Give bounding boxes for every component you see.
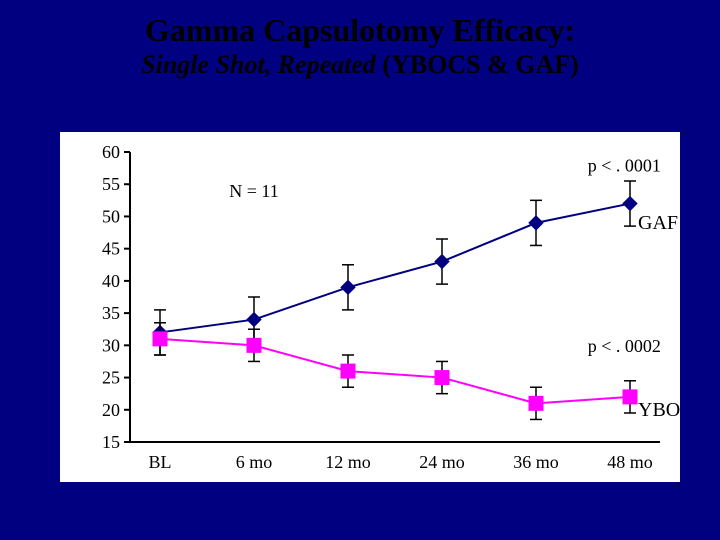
series-line-ybocs bbox=[160, 339, 630, 403]
chart-area: 15 20 25 30 35 40 45 50 55 60 BL 6 mo 12 mo 24 mo 36 m… bbox=[60, 132, 680, 482]
series-label-gaf: GAF bbox=[638, 212, 678, 234]
pvalue-ybocs: p < . 0002 bbox=[588, 336, 661, 356]
title-line-2-paren: (YBOCS & GAF) bbox=[382, 50, 578, 79]
series-line-gaf bbox=[160, 204, 630, 333]
marker-square bbox=[623, 390, 637, 404]
y-tick-label: 50 bbox=[102, 206, 120, 226]
title-line-1: Gamma Capsulotomy Efficacy: bbox=[0, 12, 720, 49]
marker-diamond bbox=[435, 255, 449, 269]
y-tick-label: 30 bbox=[102, 335, 120, 355]
title-line-2-italic: Single Shot, Repeated bbox=[141, 50, 376, 79]
marker-square bbox=[247, 338, 261, 352]
x-tick-label: 36 mo bbox=[513, 452, 559, 472]
y-tick-label: 45 bbox=[102, 239, 120, 259]
slide: Gamma Capsulotomy Efficacy: Single Shot,… bbox=[0, 0, 720, 540]
series-label-ybocs: YBOCS bbox=[638, 399, 680, 421]
y-tick-label: 40 bbox=[102, 271, 120, 291]
pvalue-gaf: p < . 0001 bbox=[588, 155, 661, 175]
y-tick-label: 60 bbox=[102, 142, 120, 162]
y-tick-label: 25 bbox=[102, 368, 120, 388]
x-tick-label: 6 mo bbox=[236, 452, 273, 472]
chart-svg: 15 20 25 30 35 40 45 50 55 60 BL 6 mo 12 mo 24 mo 36 m… bbox=[60, 132, 680, 482]
y-tick-label: 55 bbox=[102, 174, 120, 194]
x-tick-label: BL bbox=[148, 452, 171, 472]
slide-title: Gamma Capsulotomy Efficacy: Single Shot,… bbox=[0, 12, 720, 80]
x-tick-label: 24 mo bbox=[419, 452, 465, 472]
marker-square bbox=[341, 364, 355, 378]
y-tick-label: 15 bbox=[102, 432, 120, 452]
annotation: N = 11 bbox=[229, 181, 278, 201]
marker-square bbox=[153, 332, 167, 346]
title-line-2: Single Shot, Repeated (YBOCS & GAF) bbox=[0, 49, 720, 80]
marker-square bbox=[435, 371, 449, 385]
x-tick-label: 48 mo bbox=[607, 452, 653, 472]
marker-diamond bbox=[247, 313, 261, 327]
x-tick-label: 12 mo bbox=[325, 452, 371, 472]
marker-square bbox=[529, 396, 543, 410]
y-tick-label: 20 bbox=[102, 400, 120, 420]
marker-diamond bbox=[341, 280, 355, 294]
marker-diamond bbox=[529, 216, 543, 230]
y-tick-label: 35 bbox=[102, 303, 120, 323]
marker-diamond bbox=[623, 197, 637, 211]
